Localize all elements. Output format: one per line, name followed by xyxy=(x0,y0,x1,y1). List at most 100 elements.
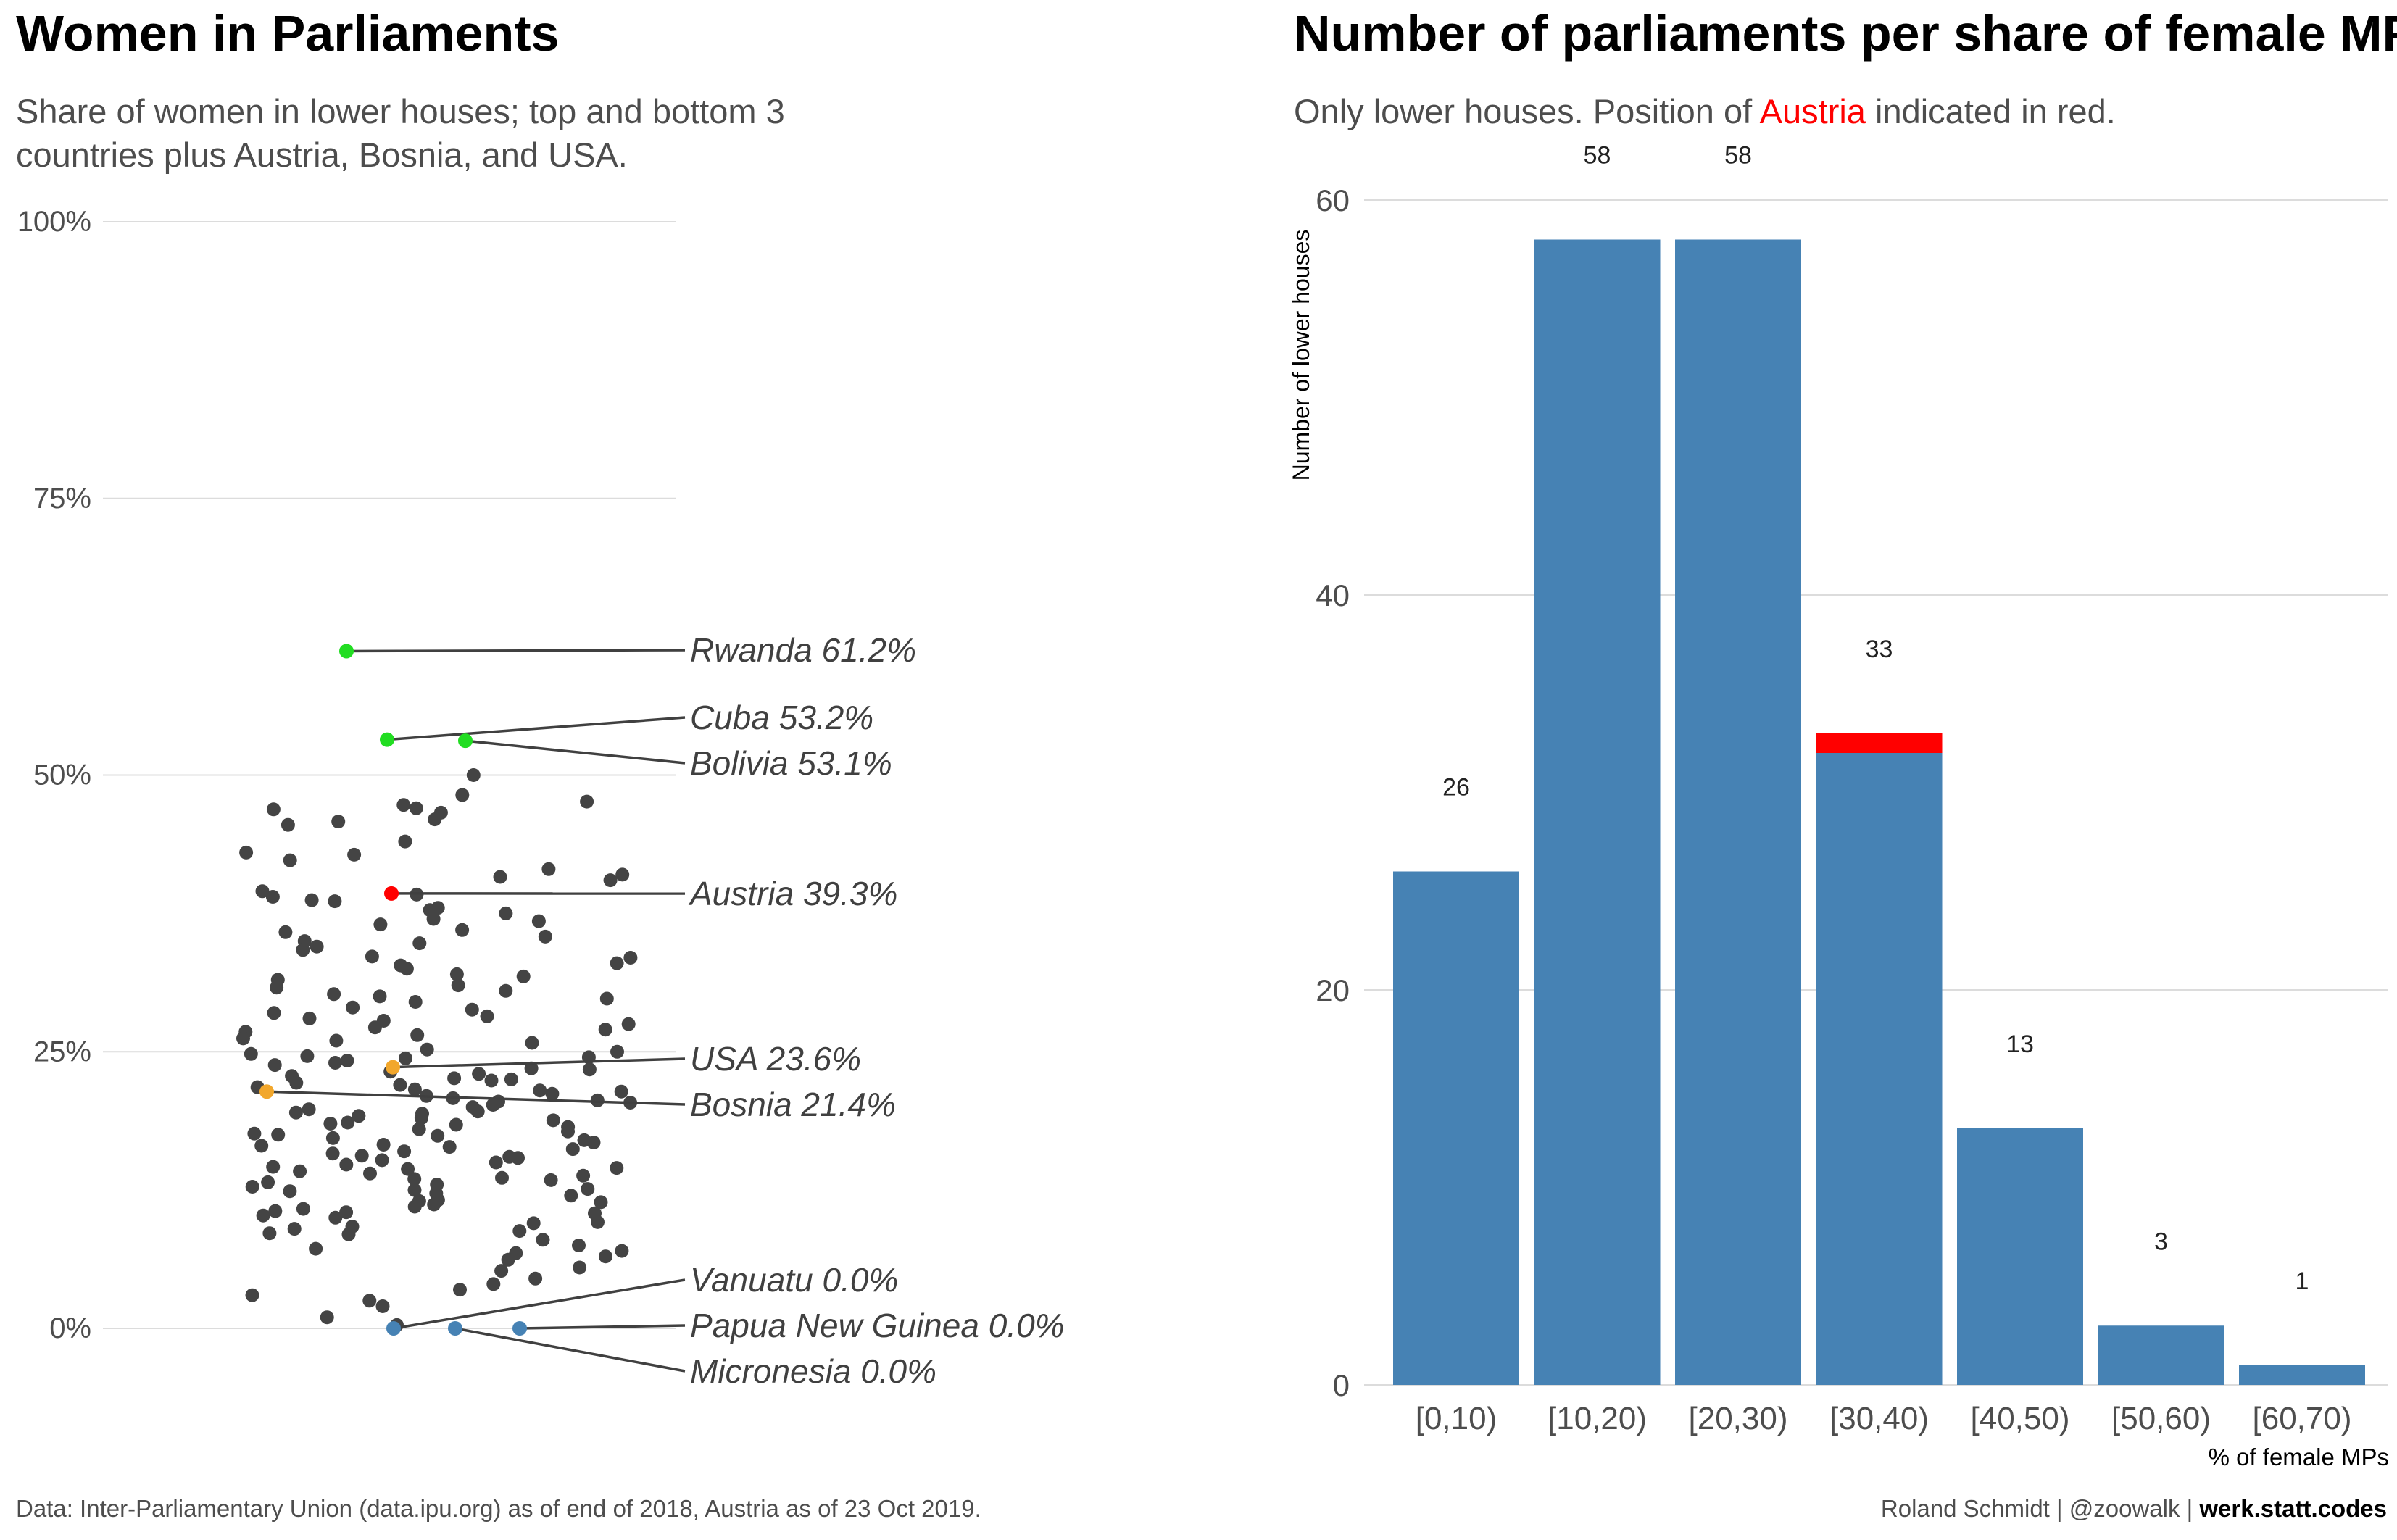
country-point xyxy=(328,1210,343,1225)
country-point xyxy=(536,1233,550,1247)
country-point xyxy=(289,1075,304,1090)
country-point xyxy=(546,1113,560,1128)
country-point xyxy=(423,903,437,917)
country-point xyxy=(320,1310,334,1325)
country-point xyxy=(504,1072,518,1086)
histogram-bar-value-label: 1 xyxy=(2296,1268,2309,1295)
country-point xyxy=(278,925,293,939)
country-point xyxy=(267,1058,282,1073)
country-point xyxy=(472,1067,486,1081)
country-point xyxy=(541,862,556,876)
histogram-x-axis: [0,10) [10,20) [20,30) [30,40) [40,50) [50,60… xyxy=(1416,1401,2352,1436)
country-point xyxy=(239,845,254,860)
country-point xyxy=(367,1020,382,1035)
leader-line-bolivia xyxy=(465,739,686,765)
country-point xyxy=(526,1216,541,1231)
country-point xyxy=(581,1182,595,1196)
histogram-bar xyxy=(2239,1365,2365,1385)
highlight-point-bolivia xyxy=(458,733,473,749)
country-point xyxy=(565,1142,580,1157)
country-point xyxy=(412,936,427,951)
country-point xyxy=(341,1115,355,1130)
country-point xyxy=(262,1226,277,1241)
country-point xyxy=(373,917,388,932)
histogram-y-tick-label: 60 xyxy=(1316,183,1350,217)
country-point xyxy=(401,1162,415,1176)
country-point xyxy=(365,949,379,964)
country-point xyxy=(407,1082,422,1096)
highlight-point-vanuatu xyxy=(386,1321,401,1336)
country-point xyxy=(412,1122,426,1136)
country-point xyxy=(615,867,630,882)
histogram-bar xyxy=(1675,239,1801,1385)
histogram-bar xyxy=(1393,871,1519,1385)
country-label-bosnia: Bosnia 21.4% xyxy=(690,1086,896,1123)
country-point xyxy=(431,1193,445,1207)
country-point xyxy=(466,768,481,782)
country-point xyxy=(267,1006,281,1020)
leader-line-bosnia xyxy=(266,1090,686,1106)
country-point xyxy=(399,1051,412,1065)
country-point xyxy=(564,1189,578,1203)
histogram-bar-value-label: 13 xyxy=(2006,1031,2034,1058)
country-point xyxy=(265,890,280,904)
country-point xyxy=(415,1107,429,1121)
country-point xyxy=(310,939,324,954)
leader-line-rwanda xyxy=(346,649,686,653)
strip-plot: 0% 25% 50% 75% 100% Rwanda 61.2% Cuba 53.2% Bo… xyxy=(17,206,1065,1390)
left-chart-subtitle-line2: countries plus Austria, Bosnia, and USA. xyxy=(16,136,628,174)
leader-line-usa xyxy=(392,1057,686,1069)
country-point xyxy=(489,1155,503,1170)
histogram-x-axis-title: % of female MPs xyxy=(2209,1444,2389,1470)
strip-plot-highlighted-points xyxy=(259,644,527,1336)
highlight-point-cuba xyxy=(380,732,394,747)
histogram-x-tick-label: [0,10) xyxy=(1416,1401,1497,1436)
histogram-bar xyxy=(1957,1128,2083,1385)
histogram-y-tick-label: 40 xyxy=(1316,578,1350,612)
country-point xyxy=(495,1170,509,1185)
country-point xyxy=(373,989,387,1004)
histogram-bar-value-label: 26 xyxy=(1442,774,1470,802)
country-point xyxy=(244,1046,258,1061)
country-point xyxy=(582,1062,597,1077)
country-point xyxy=(296,943,310,957)
country-point xyxy=(255,884,270,899)
country-point xyxy=(309,1241,323,1256)
strip-plot-y-axis: 0% 25% 50% 75% 100% xyxy=(17,206,91,1344)
right-subtitle-suffix: indicated in red. xyxy=(1865,92,2116,130)
country-point xyxy=(283,1184,297,1199)
country-point xyxy=(363,1166,377,1181)
histogram-x-tick-label: [20,30) xyxy=(1689,1401,1788,1436)
country-point xyxy=(304,893,319,907)
country-point xyxy=(397,1144,412,1159)
leader-line-papua-new-guinea xyxy=(519,1324,686,1330)
strip-plot-leader-lines xyxy=(266,649,686,1373)
country-point xyxy=(420,1042,434,1057)
histogram-bar-value-label: 58 xyxy=(1724,142,1752,170)
strip-y-tick-label: 100% xyxy=(17,206,91,238)
country-point xyxy=(516,969,531,983)
country-point xyxy=(270,981,284,995)
histogram-x-tick-label: [30,40) xyxy=(1829,1401,1929,1436)
country-point xyxy=(288,1105,303,1120)
data-source-caption: Data: Inter-Parliamentary Union (data.ip… xyxy=(16,1495,981,1522)
country-point xyxy=(512,1224,527,1239)
country-point xyxy=(480,1009,494,1023)
country-point xyxy=(499,906,513,920)
country-point xyxy=(375,1153,389,1168)
country-point xyxy=(599,1249,612,1264)
country-point xyxy=(431,1128,445,1143)
country-point xyxy=(376,1138,391,1152)
country-point xyxy=(339,1157,354,1172)
credit-caption: Roland Schmidt | @zoowalk | werk.statt.c… xyxy=(1881,1495,2387,1523)
credit-site: werk.statt.codes xyxy=(2199,1495,2387,1522)
country-point xyxy=(486,1098,500,1112)
histogram-bar xyxy=(1816,753,1943,1385)
country-point xyxy=(331,815,346,829)
country-point xyxy=(245,1288,259,1302)
country-point xyxy=(615,1244,629,1258)
country-label-rwanda: Rwanda 61.2% xyxy=(690,631,916,669)
country-point xyxy=(586,1136,601,1149)
histogram: 0 20 40 60 26 58 58 33 13 3 1 [0,10) [10,20) [20,30… xyxy=(1288,142,2389,1471)
country-point xyxy=(545,1086,560,1101)
